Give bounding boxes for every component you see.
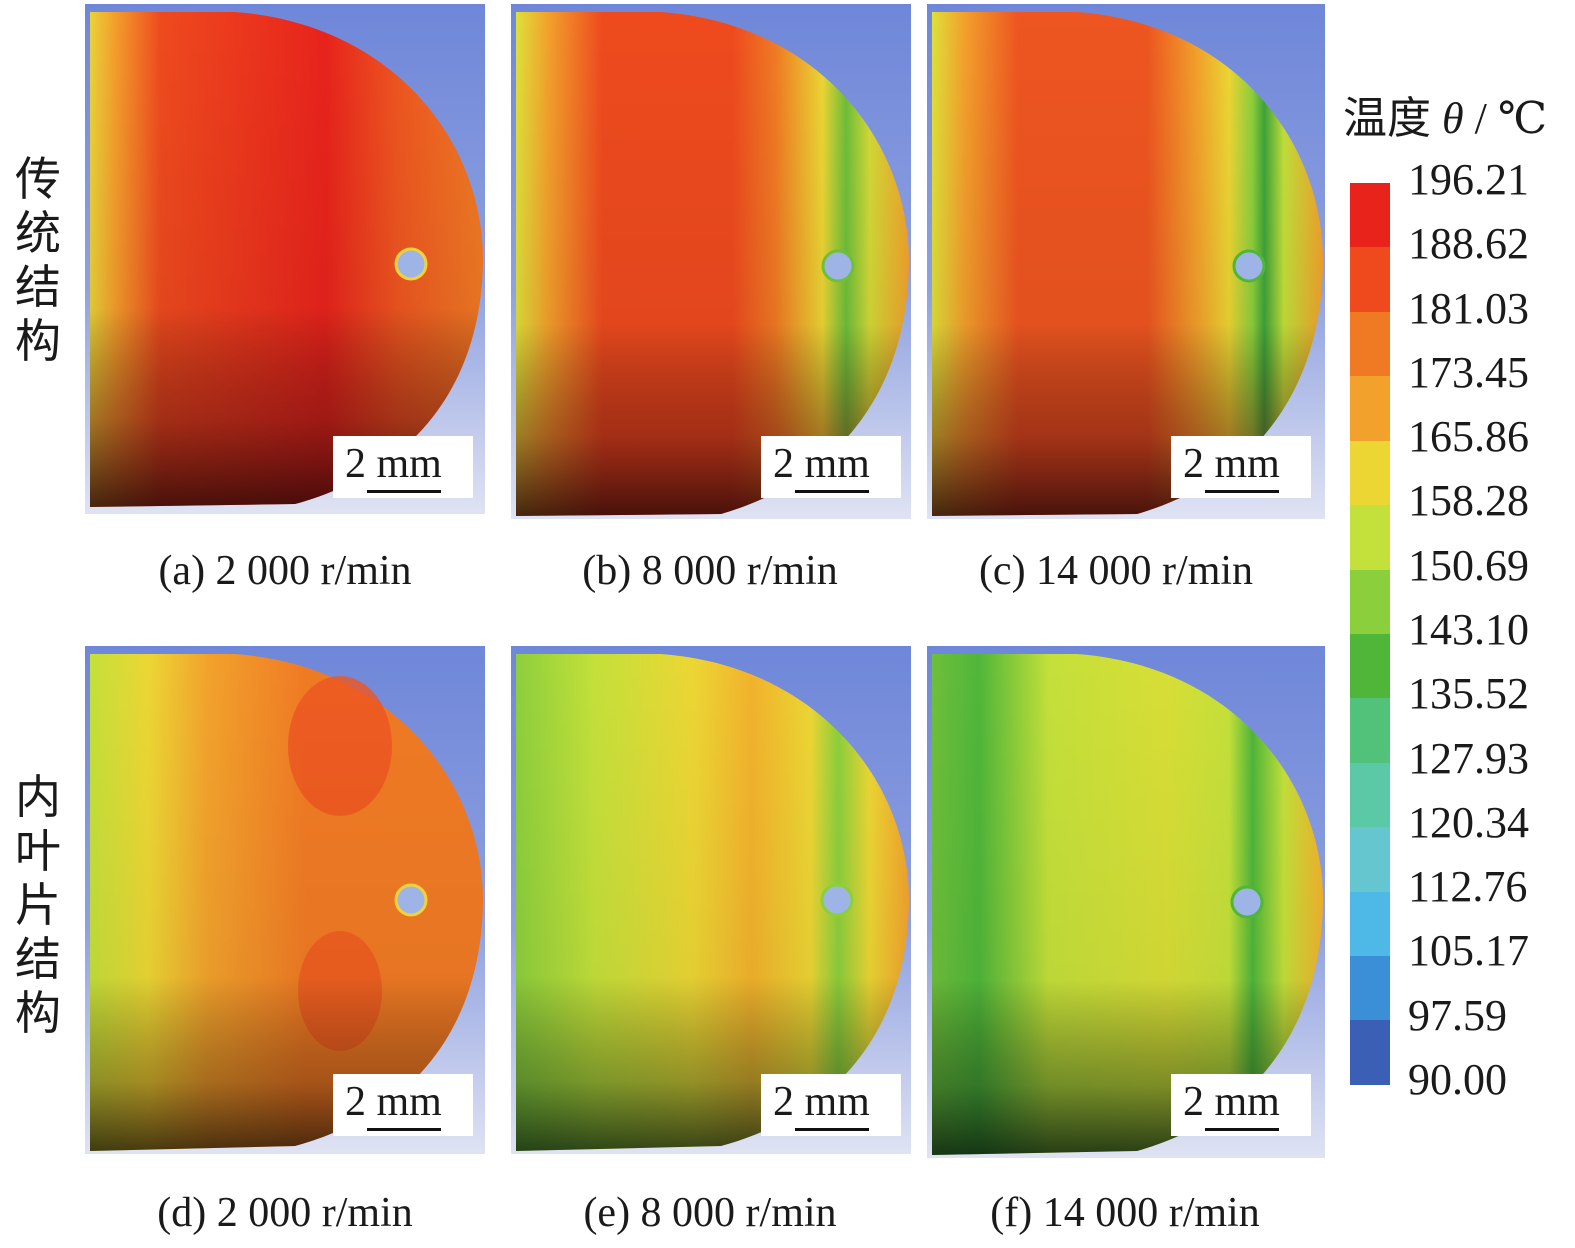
row-label-char: 叶 [15,824,61,878]
colorbar-tick-label: 143.10 [1408,605,1529,654]
row-label-char: 结 [15,260,61,314]
panel-caption-c: (c) 14 000 r/min [978,548,1254,594]
colorbar-segment [1350,247,1390,312]
colorbar-tick-label: 135.52 [1408,669,1529,719]
colorbar-segment [1350,311,1390,377]
colorbar-segment [1350,698,1390,763]
scale-bar-label: 2 mm [773,1079,870,1125]
colorbar-tick-label: 90.00 [1408,1055,1507,1104]
contour-panel-e: 2 mm [511,646,911,1154]
temperature-field-f [932,654,1324,1155]
colorbar-segment [1350,183,1390,248]
scale-bar-label: 2 mm [345,441,442,487]
colorbar-tick-label: 196.21 [1408,155,1529,204]
contour-panel-f: 2 mm [927,646,1325,1158]
row-label-char: 构 [15,986,61,1040]
legend-title-prefix: 温度 [1343,94,1442,143]
panel-caption-a: (a) 2 000 r/min [158,548,412,594]
scale-bar-e: 2 mm [761,1074,901,1136]
contour-panel-d: 2 mm [85,646,485,1154]
scale-bar-line [367,490,441,493]
panel-caption-d: (d) 2 000 r/min [157,1190,413,1236]
contour-panel-a: 2 mm [85,4,485,514]
colorbar [1350,183,1390,1085]
colorbar-segment [1350,827,1390,892]
cooling-hole-b [821,249,855,283]
colorbar-tick-label: 165.86 [1408,412,1529,462]
scale-bar-a: 2 mm [333,436,473,498]
colorbar-segment [1350,376,1390,441]
colorbar-segment [1350,891,1390,957]
cool-shade-b [516,12,910,516]
temperature-field-a [90,12,484,507]
colorbar-segment [1350,569,1390,634]
scale-bar-line [1205,1128,1279,1131]
row-label-inner-vane: 内 叶 片 结 构 [12,770,64,1040]
colorbar-tick-label: 105.17 [1408,926,1529,976]
panel-caption-b: (b) 8 000 r/min [582,548,838,594]
colorbar-tick-label: 120.34 [1408,797,1529,847]
colorbar-tick-label: 112.76 [1408,862,1528,912]
row-label-char: 内 [15,770,61,824]
colorbar-segment [1350,633,1390,699]
colorbar-segment [1350,1020,1390,1085]
panel-caption-f: (f) 14 000 r/min [990,1190,1260,1236]
colorbar-tick-label: 97.59 [1408,990,1507,1040]
temperature-field-b [516,12,910,516]
colorbar-segment [1350,505,1390,570]
colorbar-segment [1350,440,1390,506]
scale-bar-line [795,1128,869,1131]
contour-panel-b: 2 mm [511,4,911,519]
legend-title-unit: / ℃ [1463,94,1548,143]
row-label-char: 结 [15,932,61,986]
scale-bar-line [795,490,869,493]
scale-bar-c: 2 mm [1171,436,1311,498]
colorbar-tick-label: 188.62 [1408,219,1529,269]
row-label-char: 传 [15,152,61,206]
legend-title: 温度 θ / ℃ [1343,92,1547,146]
colorbar-tick-label: 173.45 [1408,347,1529,397]
legend-title-symbol: θ [1442,94,1464,143]
colorbar-tick-label: 158.28 [1408,476,1529,526]
row-label-char: 构 [15,314,61,368]
temperature-field-d [90,654,484,1151]
scale-bar-line [367,1128,441,1131]
scale-bar-line [1205,490,1279,493]
scale-bar-label: 2 mm [773,441,870,487]
colorbar-segment [1350,956,1390,1021]
cooling-hole-c [1232,249,1266,283]
colorbar-tick-label: 127.93 [1408,733,1529,783]
scale-bar-label: 2 mm [1183,1079,1280,1125]
temperature-field-e [516,654,910,1151]
scale-bar-label: 2 mm [345,1079,442,1125]
cool-shade-e [516,654,910,1151]
row-label-char: 统 [15,206,61,260]
cooling-hole-a [394,247,428,281]
cooling-hole-f [1230,885,1264,919]
contour-panel-c: 2 mm [927,4,1325,519]
temperature-field-c [932,12,1324,516]
scale-bar-f: 2 mm [1171,1074,1311,1136]
colorbar-tick-label: 181.03 [1408,283,1529,333]
cooling-hole-e [820,883,854,917]
cool-shade-f [932,654,1324,1155]
scale-bar-d: 2 mm [333,1074,473,1136]
cool-shade-d [90,654,484,1151]
colorbar-tick-label: 150.69 [1408,540,1529,590]
cool-shade-a [90,12,484,507]
row-label-char: 片 [15,878,61,932]
scale-bar-b: 2 mm [761,436,901,498]
colorbar-segment [1350,762,1390,828]
cooling-hole-d [394,883,428,917]
row-label-conventional: 传 统 结 构 [12,152,64,368]
scale-bar-label: 2 mm [1183,441,1280,487]
panel-caption-e: (e) 8 000 r/min [583,1190,837,1236]
cool-shade-c [932,12,1324,516]
